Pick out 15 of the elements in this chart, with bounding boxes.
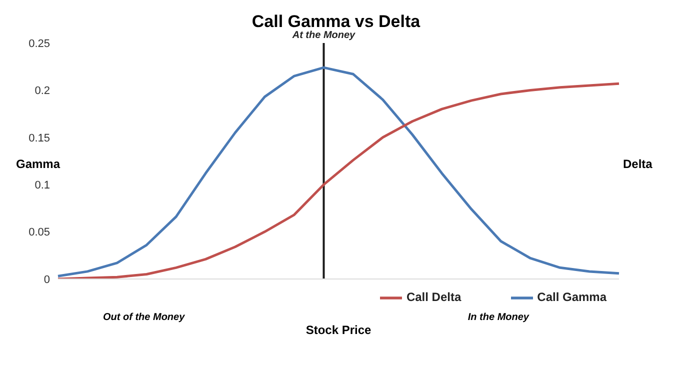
- y-tick-label: 0.05: [28, 226, 50, 239]
- legend-label: Call Delta: [406, 290, 462, 304]
- text: Out of the Money: [103, 312, 185, 323]
- x-axis-title: Stock Price: [304, 323, 372, 337]
- text: In the Money: [468, 312, 529, 323]
- legend-label: Call Gamma: [537, 290, 607, 304]
- chart-title: Call Gamma vs Delta: [250, 12, 422, 31]
- y-tick-label: 0.25: [28, 38, 50, 50]
- text: At the Money: [291, 30, 356, 41]
- y-tick-label: 0.15: [28, 132, 50, 144]
- y-axis-title: Gamma: [16, 157, 60, 172]
- y-tick-label: 0: [44, 274, 50, 286]
- y-tick-label: 0.2: [34, 85, 50, 98]
- y2-axis-title: Delta: [623, 157, 652, 172]
- y-tick-label: 0.1: [34, 180, 50, 192]
